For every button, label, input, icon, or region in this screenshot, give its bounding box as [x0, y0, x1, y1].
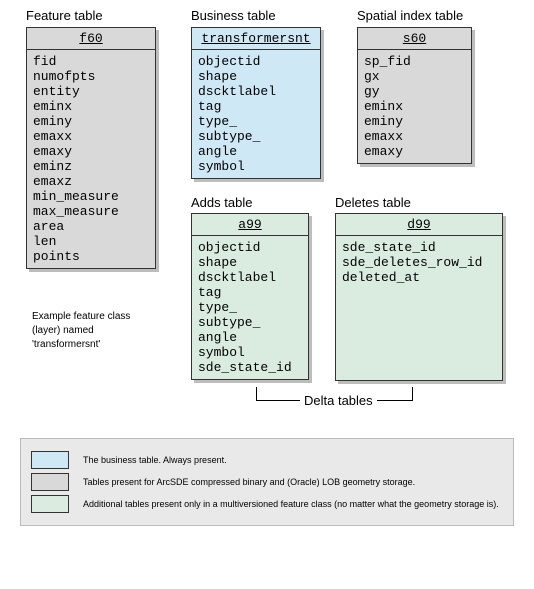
deletes-table-name: d99 [336, 214, 502, 236]
business-table: transformersnt objectid shape dscktlabel… [191, 27, 321, 179]
title-business: Business table [191, 8, 276, 23]
adds-table: a99 objectid shape dscktlabel tag type_ … [191, 213, 309, 380]
feature-table-name: f60 [27, 28, 155, 50]
title-feature: Feature table [26, 8, 103, 23]
adds-table-fields: objectid shape dscktlabel tag type_ subt… [192, 236, 308, 379]
title-adds: Adds table [191, 195, 252, 210]
spatial-table-name: s60 [358, 28, 471, 50]
swatch-blue [31, 451, 69, 469]
feature-table-fields: fid numofpts entity eminx eminy emaxx em… [27, 50, 155, 268]
legend-row-gray: Tables present for ArcSDE compressed bin… [31, 473, 503, 491]
swatch-gray [31, 473, 69, 491]
legend-text-gray: Tables present for ArcSDE compressed bin… [83, 477, 415, 487]
legend-row-business: The business table. Always present. [31, 451, 503, 469]
deletes-table-fields: sde_state_id sde_deletes_row_id deleted_… [336, 236, 502, 289]
title-spatial: Spatial index table [357, 8, 463, 23]
business-table-fields: objectid shape dscktlabel tag type_ subt… [192, 50, 320, 178]
adds-table-name: a99 [192, 214, 308, 236]
swatch-green [31, 495, 69, 513]
deletes-table: d99 sde_state_id sde_deletes_row_id dele… [335, 213, 503, 381]
legend-box: The business table. Always present. Tabl… [20, 438, 514, 526]
legend-text-green: Additional tables present only in a mult… [83, 499, 499, 509]
legend-row-green: Additional tables present only in a mult… [31, 495, 503, 513]
spatial-table: s60 sp_fid gx gy eminx eminy emaxx emaxy [357, 27, 472, 164]
diagram-canvas: Feature table Business table Spatial ind… [0, 0, 534, 589]
business-table-name: transformersnt [192, 28, 320, 50]
legend-text-business: The business table. Always present. [83, 455, 227, 465]
delta-label: Delta tables [300, 393, 377, 408]
example-caption: Example feature class (layer) named 'tra… [32, 310, 130, 352]
spatial-table-fields: sp_fid gx gy eminx eminy emaxx emaxy [358, 50, 471, 163]
title-deletes: Deletes table [335, 195, 411, 210]
feature-table: f60 fid numofpts entity eminx eminy emax… [26, 27, 156, 269]
